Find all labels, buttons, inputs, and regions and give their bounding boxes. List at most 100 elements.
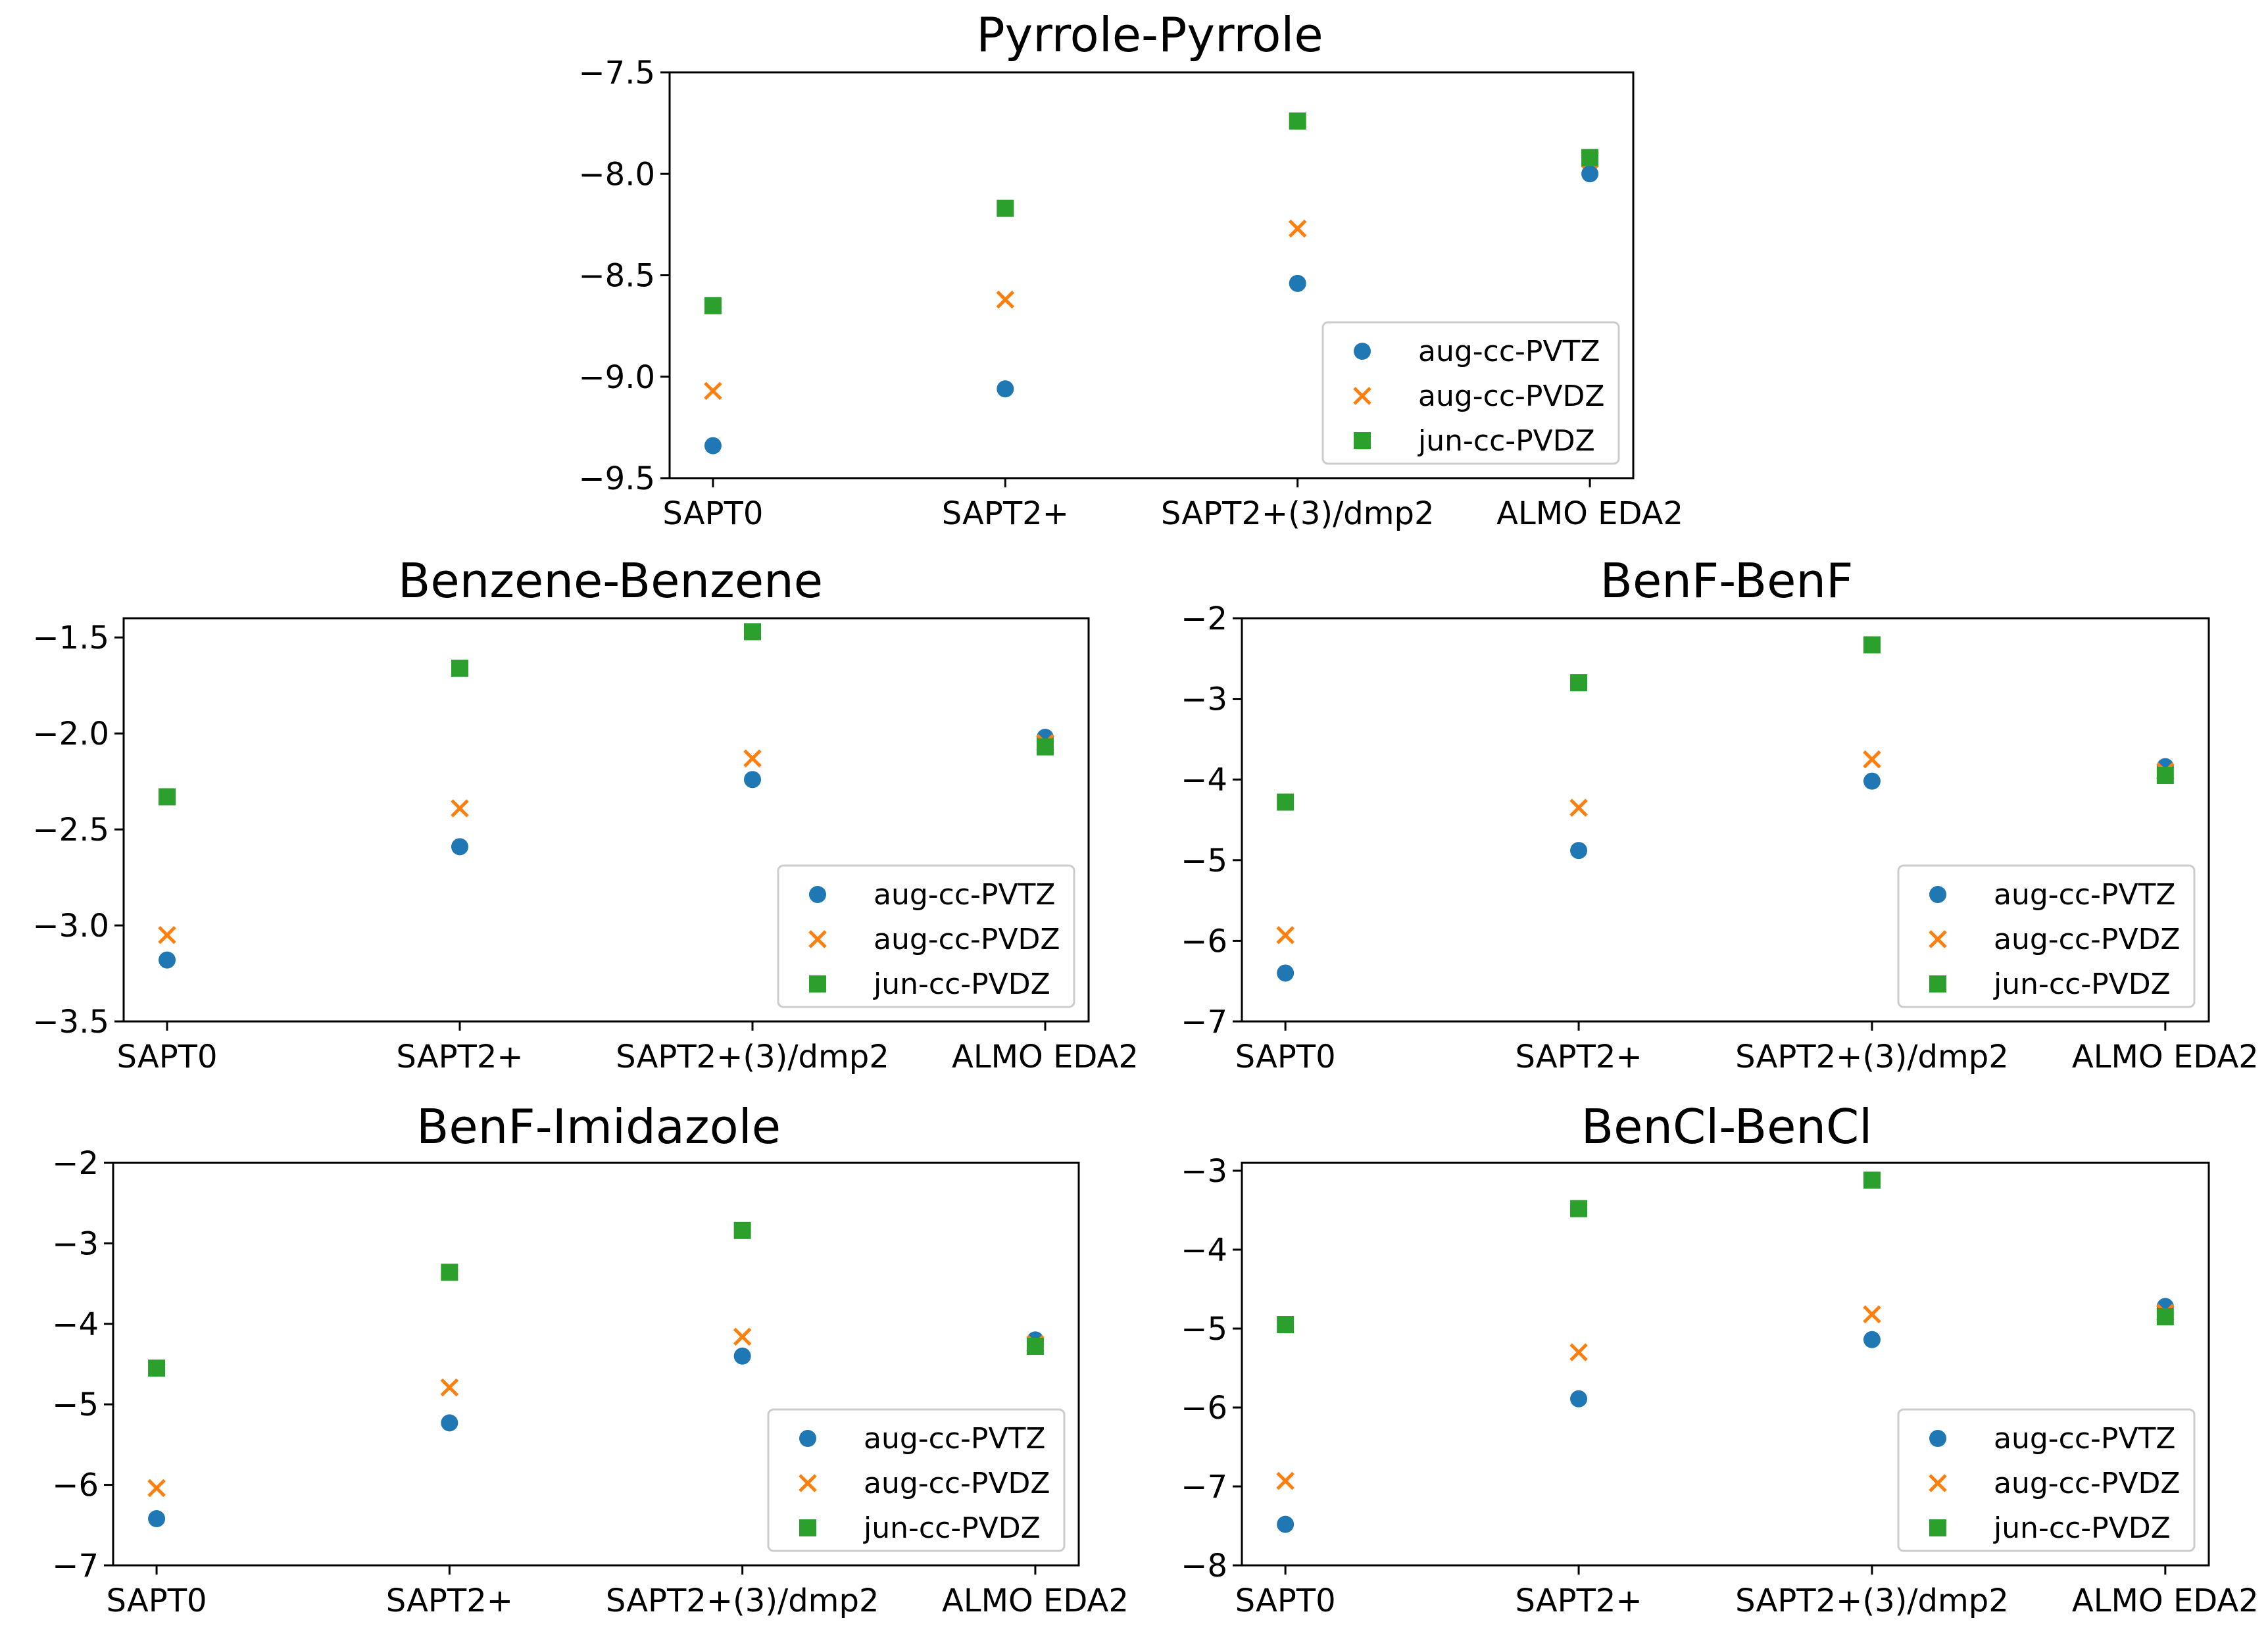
point-aug-cc-pvdz-sapt2 xyxy=(996,290,1015,309)
panel-benzene-benzene: Benzene-Benzene −3.5 −3.0 −2.5 −2.0 −1.5 SAPT0… xyxy=(32,553,1138,1075)
point-aug-cc-pvdz-sapt2 xyxy=(1569,1343,1588,1361)
legend-label: aug-cc-PVTZ xyxy=(1418,335,1600,368)
point-jun-cc-pvdz-sapt2-3-dmp2 xyxy=(1863,636,1881,654)
y-tick-label: −8 xyxy=(1181,1548,1227,1584)
legend-label: jun-cc-PVDZ xyxy=(1993,967,2171,1001)
x-tick-label: SAPT2+(3)/dmp2 xyxy=(1735,1582,2009,1619)
axes-frame xyxy=(112,1162,1080,1567)
point-aug-cc-pvtz-sapt0 xyxy=(704,437,722,454)
series-jun-cc-pvdz xyxy=(159,623,1054,806)
legend-label: jun-cc-PVDZ xyxy=(1418,424,1595,458)
x-tick-label: ALMO EDA2 xyxy=(1496,495,1683,532)
legend-label: jun-cc-PVDZ xyxy=(873,967,1050,1001)
point-jun-cc-pvdz-sapt0 xyxy=(704,297,722,314)
series-aug-cc-pvtz xyxy=(1277,1298,2174,1533)
chart-title: Pyrrole-Pyrrole xyxy=(976,7,1323,62)
point-jun-cc-pvdz-sapt2 xyxy=(997,199,1014,217)
y-tick-label: −8.5 xyxy=(578,258,655,295)
y-tick-label: −4 xyxy=(52,1306,99,1343)
point-jun-cc-pvdz-almo-eda2 xyxy=(2156,1308,2174,1325)
point-jun-cc-pvdz-sapt2-3-dmp2 xyxy=(1863,1171,1881,1189)
point-jun-cc-pvdz-sapt2-3-dmp2 xyxy=(733,1221,751,1239)
point-aug-cc-pvdz-sapt0 xyxy=(1276,926,1294,944)
x-tick-label: ALMO EDA2 xyxy=(942,1582,1129,1619)
legend: aug-cc-PVTZ aug-cc-PVDZ jun-cc-PVDZ xyxy=(1897,864,2196,1008)
point-aug-cc-pvtz-sapt0 xyxy=(148,1510,166,1528)
legend-box xyxy=(777,864,1075,1008)
point-aug-cc-pvtz-sapt2-3-dmp2 xyxy=(743,771,761,789)
legend: aug-cc-PVTZ aug-cc-PVDZ jun-cc-PVDZ xyxy=(767,1408,1066,1552)
x-tick-label: SAPT2+(3)/dmp2 xyxy=(1161,495,1435,532)
legend-label: aug-cc-PVTZ xyxy=(1994,878,2176,912)
y-tick-label: −9.0 xyxy=(578,359,655,396)
point-aug-cc-pvdz-sapt2 xyxy=(440,1378,459,1397)
point-aug-cc-pvtz-sapt2 xyxy=(997,380,1014,398)
y-tick-label: −5 xyxy=(1181,843,1227,879)
point-jun-cc-pvdz-sapt2 xyxy=(451,659,469,677)
point-jun-cc-pvdz-sapt2-3-dmp2 xyxy=(743,623,761,641)
y-tick-label: −9.5 xyxy=(578,460,655,497)
point-aug-cc-pvtz-sapt2-3-dmp2 xyxy=(1863,772,1881,790)
point-jun-cc-pvdz-almo-eda2 xyxy=(1026,1338,1044,1356)
legend-marker-aug-cc-pvdz xyxy=(1929,930,1947,948)
legend-marker-aug-cc-pvdz xyxy=(808,930,827,948)
x-tick-label: SAPT2+ xyxy=(1515,1582,1642,1619)
point-jun-cc-pvdz-sapt0 xyxy=(1277,793,1294,811)
legend-label: aug-cc-PVDZ xyxy=(1994,1467,2181,1500)
legend-marker-aug-cc-pvdz xyxy=(1929,1474,1947,1492)
series-jun-cc-pvdz xyxy=(1277,1171,2174,1333)
point-aug-cc-pvtz-almo-eda2 xyxy=(1581,165,1599,183)
point-aug-cc-pvtz-sapt2-3-dmp2 xyxy=(1289,274,1306,292)
point-jun-cc-pvdz-almo-eda2 xyxy=(2156,767,2174,785)
chart-title: Benzene-Benzene xyxy=(398,553,823,608)
point-jun-cc-pvdz-sapt0 xyxy=(1277,1316,1294,1333)
legend-label: aug-cc-PVTZ xyxy=(1994,1422,2176,1456)
panel-bencl-bencl: BenCl-BenCl −8 −7 −6 −5 −4 −3 SAPT0 SAPT2+ SAPT2+… xyxy=(1181,1099,2259,1619)
axes-frame xyxy=(1241,617,2210,1023)
x-tick-label: SAPT2+ xyxy=(1515,1039,1642,1075)
legend-label: aug-cc-PVDZ xyxy=(864,1467,1050,1500)
point-aug-cc-pvtz-sapt2-3-dmp2 xyxy=(1863,1331,1881,1348)
legend: aug-cc-PVTZ aug-cc-PVDZ jun-cc-PVDZ xyxy=(1321,321,1620,465)
legend-marker-jun-cc-pvdz xyxy=(1929,1519,1946,1536)
point-aug-cc-pvdz-sapt0 xyxy=(1276,1471,1294,1490)
x-tick-label: SAPT2+ xyxy=(942,495,1069,532)
legend-box xyxy=(1897,864,2196,1008)
point-jun-cc-pvdz-sapt2 xyxy=(1570,1200,1588,1217)
series-aug-cc-pvdz xyxy=(1276,750,2175,944)
legend-marker-aug-cc-pvdz xyxy=(799,1474,817,1492)
x-tick-label: SAPT2+(3)/dmp2 xyxy=(606,1582,879,1619)
legend-label: jun-cc-PVDZ xyxy=(1993,1511,2171,1545)
y-tick-label: −2 xyxy=(52,1145,99,1182)
x-tick-label: SAPT2+ xyxy=(396,1039,523,1075)
point-aug-cc-pvdz-sapt2-3-dmp2 xyxy=(1863,750,1881,769)
x-tick-label: ALMO EDA2 xyxy=(2072,1582,2259,1619)
legend-marker-aug-cc-pvtz xyxy=(1929,886,1946,903)
point-aug-cc-pvtz-sapt0 xyxy=(1277,1515,1294,1533)
x-tick-label: SAPT0 xyxy=(662,495,763,532)
legend-marker-aug-cc-pvtz xyxy=(809,886,826,903)
x-tick-label: ALMO EDA2 xyxy=(952,1039,1139,1075)
y-tick-label: −7.5 xyxy=(578,55,655,91)
x-tick-label: SAPT2+ xyxy=(386,1582,513,1619)
x-tick-label: SAPT0 xyxy=(1235,1582,1336,1619)
point-aug-cc-pvtz-sapt0 xyxy=(159,951,176,969)
series-aug-cc-pvtz xyxy=(704,165,1599,454)
point-jun-cc-pvdz-sapt2 xyxy=(441,1263,458,1281)
x-tick-label: SAPT0 xyxy=(1235,1039,1336,1075)
point-jun-cc-pvdz-sapt0 xyxy=(148,1359,166,1377)
legend-marker-jun-cc-pvdz xyxy=(1354,432,1371,449)
panel-pyrrole-pyrrole: Pyrrole-Pyrrole −9.5 −9.0 −8.5 −8.0 −7.5 SAPT0… xyxy=(578,7,1683,532)
y-tick-label: −3.5 xyxy=(32,1004,109,1041)
point-aug-cc-pvdz-sapt0 xyxy=(158,925,176,944)
chart-title: BenF-Imidazole xyxy=(416,1099,781,1154)
x-tick-label: SAPT0 xyxy=(107,1582,207,1619)
legend-marker-aug-cc-pvtz xyxy=(1354,343,1371,360)
y-tick-label: −8.0 xyxy=(578,156,655,193)
point-jun-cc-pvdz-almo-eda2 xyxy=(1036,738,1054,756)
point-aug-cc-pvtz-sapt2 xyxy=(1570,842,1588,860)
legend-marker-aug-cc-pvtz xyxy=(799,1430,816,1447)
y-tick-label: −1.5 xyxy=(32,620,109,656)
y-tick-label: −7 xyxy=(52,1548,99,1584)
legend-marker-jun-cc-pvdz xyxy=(809,975,826,992)
